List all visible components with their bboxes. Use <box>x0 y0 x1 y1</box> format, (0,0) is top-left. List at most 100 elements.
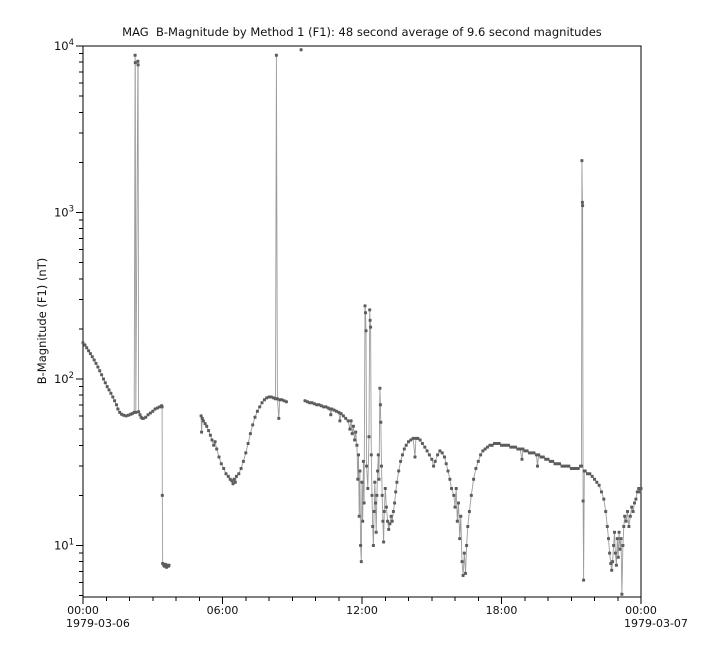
data-point <box>322 405 326 409</box>
data-point <box>583 469 587 473</box>
data-point <box>460 560 464 564</box>
data-point <box>269 395 273 399</box>
data-point <box>215 447 219 451</box>
y-axis-labels: 101 102 103 104 <box>54 38 74 553</box>
data-point <box>633 501 636 505</box>
data-point <box>420 442 424 445</box>
data-point <box>623 514 627 518</box>
data-point <box>572 467 576 470</box>
data-point <box>315 403 319 407</box>
data-point <box>530 451 534 455</box>
data-point <box>358 469 362 473</box>
data-point <box>200 416 204 420</box>
data-point <box>634 497 638 501</box>
data-point <box>217 455 221 459</box>
data-point <box>459 514 463 518</box>
data-point <box>381 519 385 523</box>
data-point <box>371 544 375 547</box>
data-point <box>329 413 333 417</box>
data-point <box>452 493 456 497</box>
data-point <box>361 519 365 523</box>
data-point <box>369 453 373 457</box>
data-point <box>356 477 360 481</box>
data-point <box>582 578 586 582</box>
data-point <box>423 445 427 449</box>
data-point <box>537 453 541 457</box>
data-point <box>366 487 370 490</box>
data-point <box>409 438 413 442</box>
data-point <box>525 449 529 453</box>
data-point <box>376 453 380 457</box>
data-point <box>467 510 471 513</box>
data-point <box>324 405 328 409</box>
data-point <box>351 424 355 428</box>
data-point <box>367 435 371 439</box>
data-point <box>497 442 501 445</box>
data-point <box>386 519 390 523</box>
data-point <box>628 514 632 518</box>
data-point <box>581 499 585 503</box>
data-point <box>368 318 372 322</box>
data-point <box>138 413 142 417</box>
data-point <box>284 400 288 404</box>
data-point <box>613 530 616 534</box>
data-point <box>83 343 87 347</box>
data-point <box>436 453 440 457</box>
data-point <box>553 462 557 466</box>
data-point <box>544 457 548 461</box>
data-point <box>357 453 360 457</box>
data-point <box>493 442 496 445</box>
data-point <box>534 453 538 457</box>
data-point <box>382 510 386 513</box>
data-point <box>618 547 622 551</box>
svg-text:12:00: 12:00 <box>346 604 378 617</box>
data-point <box>246 442 250 445</box>
data-point <box>532 451 536 455</box>
data-point <box>350 432 354 436</box>
data-point <box>440 451 444 455</box>
data-lines <box>82 54 642 595</box>
data-point <box>299 48 303 52</box>
data-point <box>382 540 386 544</box>
data-point <box>469 493 473 497</box>
data-point <box>509 445 513 449</box>
data-point <box>334 409 338 413</box>
data-point <box>308 401 312 405</box>
data-point <box>199 414 203 418</box>
data-point <box>407 440 410 444</box>
data-point <box>373 480 377 484</box>
data-point <box>539 455 543 459</box>
data-point <box>124 414 128 418</box>
data-point <box>341 414 345 418</box>
data-point <box>353 438 357 442</box>
data-point <box>96 365 100 369</box>
data-point <box>205 424 209 428</box>
data-point <box>359 544 363 547</box>
data-point <box>234 474 238 478</box>
data-point <box>378 403 382 407</box>
data-point <box>590 474 594 478</box>
data-point <box>222 467 226 470</box>
data-point <box>137 410 141 414</box>
data-point <box>200 430 204 434</box>
data-point <box>597 483 601 487</box>
data-point <box>319 404 323 408</box>
data-point <box>85 346 89 350</box>
data-point <box>267 395 271 399</box>
data-point <box>303 399 307 403</box>
data-point <box>354 430 358 434</box>
svg-text:101: 101 <box>54 538 74 553</box>
data-point <box>364 329 368 333</box>
data-point <box>102 377 105 381</box>
data-point <box>620 592 624 596</box>
data-point <box>369 325 373 329</box>
data-point <box>244 451 248 455</box>
data-point <box>479 453 483 457</box>
data-point <box>372 510 376 513</box>
data-point <box>416 436 420 440</box>
data-point <box>355 443 359 447</box>
data-point <box>391 510 395 513</box>
data-point <box>580 464 583 468</box>
data-point <box>536 464 539 468</box>
